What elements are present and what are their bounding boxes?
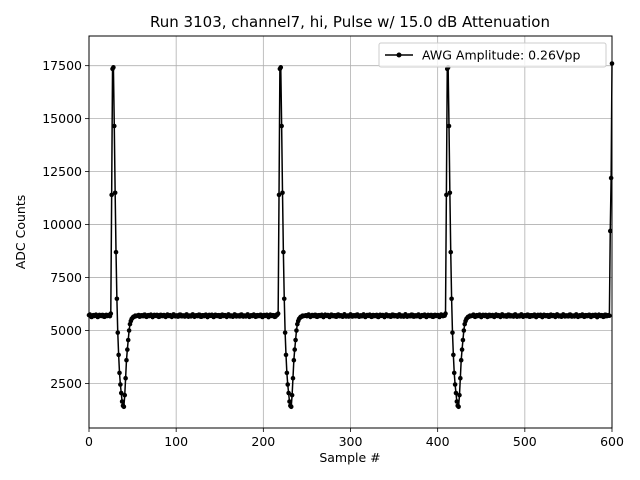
data-point bbox=[288, 404, 294, 410]
data-point bbox=[447, 190, 453, 196]
data-point bbox=[448, 249, 454, 255]
data-point bbox=[458, 375, 463, 381]
data-point bbox=[278, 65, 284, 70]
data-point bbox=[292, 347, 298, 352]
data-point bbox=[113, 249, 119, 255]
y-tick-label: 17500 bbox=[42, 58, 82, 73]
data-point bbox=[457, 392, 462, 398]
data-point bbox=[112, 190, 118, 196]
data-point bbox=[281, 249, 286, 255]
data-point bbox=[289, 392, 295, 398]
x-axis: 0 100 200 300 400 500 600 bbox=[85, 428, 624, 449]
data-point bbox=[275, 311, 281, 316]
data-point bbox=[114, 296, 120, 302]
data-point bbox=[116, 352, 121, 358]
legend-marker-sample bbox=[396, 52, 402, 58]
data-point bbox=[279, 123, 284, 129]
data-point bbox=[280, 190, 285, 196]
data-point bbox=[276, 192, 282, 198]
data-point bbox=[109, 192, 114, 198]
y-tick-label: 10000 bbox=[42, 217, 82, 232]
data-point bbox=[284, 370, 290, 376]
data-point bbox=[282, 330, 288, 335]
data-point bbox=[123, 375, 128, 381]
data-point bbox=[122, 392, 128, 398]
data-point bbox=[126, 328, 132, 333]
data-point bbox=[293, 337, 298, 343]
data-point bbox=[111, 123, 117, 129]
y-tick-label: 15000 bbox=[42, 111, 82, 126]
data-point bbox=[443, 311, 448, 316]
legend-entry-label: AWG Amplitude: 0.26Vpp bbox=[422, 48, 580, 63]
data-point bbox=[459, 347, 465, 352]
series-group bbox=[86, 61, 615, 410]
data-point bbox=[290, 375, 296, 381]
y-tick-label: 7500 bbox=[50, 270, 82, 285]
data-point bbox=[291, 357, 297, 363]
x-tick-label: 600 bbox=[600, 434, 624, 449]
data-point bbox=[460, 337, 466, 343]
y-tick-label: 12500 bbox=[42, 164, 82, 179]
x-axis-label: Sample # bbox=[319, 450, 380, 465]
data-point bbox=[118, 382, 123, 387]
x-tick-label: 0 bbox=[85, 434, 93, 449]
data-point bbox=[117, 370, 122, 376]
data-point bbox=[461, 328, 467, 333]
legend: AWG Amplitude: 0.26Vpp bbox=[378, 42, 607, 68]
data-point bbox=[449, 296, 454, 302]
data-point bbox=[125, 347, 130, 352]
data-point bbox=[283, 352, 289, 358]
data-point bbox=[446, 123, 452, 129]
data-point bbox=[453, 390, 459, 396]
x-tick-label: 100 bbox=[164, 434, 188, 449]
data-point bbox=[444, 192, 449, 198]
y-tick-label: 2500 bbox=[50, 376, 82, 391]
data-point bbox=[286, 390, 291, 396]
data-point bbox=[450, 330, 455, 335]
data-point bbox=[108, 311, 114, 316]
data-point bbox=[608, 175, 614, 181]
data-point bbox=[451, 352, 456, 358]
legend-box bbox=[378, 42, 607, 68]
y-axis: 2500 5000 7500 10000 12500 15000 17500 bbox=[42, 58, 89, 391]
x-tick-label: 500 bbox=[513, 434, 537, 449]
data-point bbox=[281, 296, 287, 302]
data-point bbox=[607, 313, 612, 319]
data-point bbox=[285, 382, 291, 387]
data-point bbox=[294, 328, 299, 333]
y-tick-label: 5000 bbox=[50, 323, 82, 338]
data-point bbox=[119, 399, 125, 404]
data-point bbox=[115, 330, 121, 335]
data-point bbox=[456, 404, 461, 410]
data-point bbox=[118, 390, 124, 396]
x-tick-label: 300 bbox=[339, 434, 363, 449]
data-point bbox=[125, 337, 131, 343]
data-point bbox=[452, 382, 458, 387]
x-tick-label: 200 bbox=[251, 434, 275, 449]
data-point bbox=[111, 65, 116, 70]
data-point bbox=[454, 399, 460, 404]
chart-title: Run 3103, channel7, hi, Pulse w/ 15.0 dB… bbox=[150, 13, 550, 31]
y-axis-label: ADC Counts bbox=[13, 195, 28, 270]
x-tick-label: 400 bbox=[426, 434, 450, 449]
data-point bbox=[287, 399, 292, 404]
data-point bbox=[451, 370, 457, 376]
data-point bbox=[458, 357, 464, 363]
data-point bbox=[124, 357, 129, 363]
data-point bbox=[607, 228, 613, 234]
data-point bbox=[121, 404, 127, 410]
